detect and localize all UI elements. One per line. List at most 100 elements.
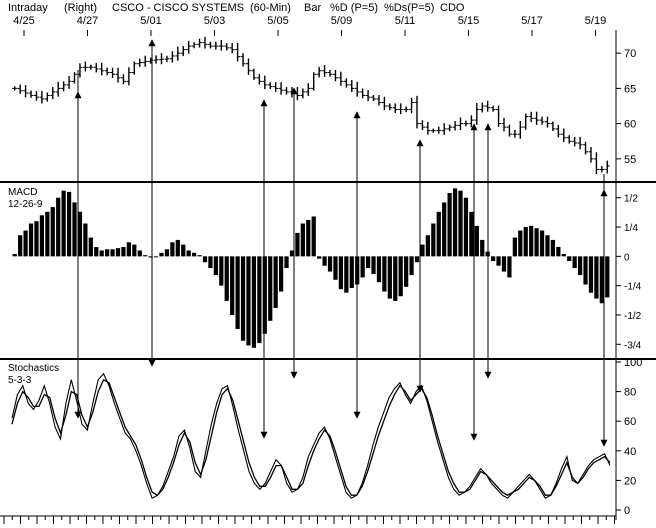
header-bar-label: Bar	[304, 2, 322, 14]
macd-histogram-bar	[284, 256, 289, 269]
header-symbol-title: CSCO - CISCO SYSTEMS	[112, 2, 245, 14]
macd-histogram-bar	[94, 246, 99, 257]
macd-axis-label: -1/4	[624, 282, 642, 293]
date-tick-label: 5/19	[585, 15, 606, 27]
macd-histogram-bar	[458, 190, 463, 257]
macd-histogram-bar	[175, 239, 180, 257]
macd-histogram-bar	[545, 235, 550, 257]
date-tick-label: 4/25	[13, 15, 34, 27]
macd-histogram-bar	[605, 256, 610, 298]
macd-histogram-bar	[224, 256, 229, 301]
macd-histogram-bar	[202, 256, 208, 263]
stoch-axis-label: 80	[624, 387, 636, 399]
macd-histogram-bar	[333, 256, 338, 280]
date-tick-label: 5/11	[395, 15, 416, 27]
macd-histogram-bar	[235, 256, 240, 330]
date-tick-label: 4/27	[77, 15, 98, 27]
macd-histogram-bar	[99, 250, 104, 257]
macd-histogram-bar	[143, 255, 148, 257]
header-indicator: CDO	[440, 2, 465, 14]
macd-histogram-bar	[556, 246, 561, 257]
macd-histogram-bar	[295, 232, 300, 257]
macd-histogram-bar	[170, 242, 175, 257]
macd-histogram-bar	[382, 256, 387, 292]
macd-histogram-bar	[268, 256, 273, 321]
macd-histogram-bar	[469, 211, 474, 257]
macd-histogram-bar	[153, 256, 159, 258]
macd-histogram-bar	[398, 256, 403, 297]
macd-axis-label: 1/2	[624, 194, 638, 205]
stoch-axis-label: 100	[624, 357, 642, 369]
macd-histogram-bar	[496, 256, 501, 266]
date-tick-label: 5/05	[267, 15, 288, 27]
macd-histogram-bar	[344, 256, 349, 293]
macd-histogram-bar	[39, 215, 45, 257]
macd-panel-label: MACD	[8, 187, 38, 198]
stoch-axis-label: 60	[624, 416, 636, 428]
macd-histogram-bar	[452, 188, 458, 257]
macd-histogram-bar	[409, 256, 414, 276]
macd-histogram-bar	[137, 250, 142, 257]
macd-histogram-bar	[529, 225, 534, 257]
macd-histogram-bar	[66, 191, 72, 257]
macd-histogram-bar	[12, 254, 17, 257]
macd-histogram-bar	[317, 256, 322, 259]
macd-histogram-bar	[191, 252, 197, 257]
macd-histogram-bar	[213, 256, 218, 276]
macd-histogram-bar	[159, 252, 164, 257]
stoch-line-slow	[11, 378, 611, 497]
macd-histogram-bar	[132, 244, 137, 257]
macd-histogram-bar	[583, 256, 588, 285]
macd-histogram-bar	[240, 256, 246, 341]
macd-axis-label: 1/4	[624, 223, 638, 234]
macd-histogram-bar	[311, 216, 316, 257]
header-period: (60-Min)	[250, 2, 291, 14]
macd-histogram-bar	[45, 211, 50, 257]
macd-histogram-bar	[393, 256, 398, 301]
price-axis-label: 70	[624, 48, 636, 60]
macd-histogram-bar	[262, 256, 267, 334]
macd-histogram-bar	[550, 239, 556, 257]
macd-histogram-bar	[164, 249, 170, 257]
macd-histogram-bar	[420, 244, 425, 257]
macd-histogram-bar	[115, 248, 121, 257]
macd-histogram-bar	[289, 250, 295, 257]
macd-histogram-bar	[425, 235, 431, 257]
macd-histogram-bar	[56, 197, 61, 257]
stoch-axis-label: 40	[624, 446, 636, 458]
macd-histogram-bar	[126, 242, 132, 257]
macd-histogram-bar	[539, 230, 545, 257]
macd-histogram-bar	[474, 225, 479, 257]
macd-histogram-bar	[512, 237, 517, 257]
macd-histogram-bar	[523, 227, 528, 257]
macd-histogram-bar	[507, 256, 512, 278]
macd-histogram-bar	[219, 256, 224, 286]
macd-axis-label: -1/2	[624, 311, 642, 322]
macd-histogram-bar	[534, 228, 539, 257]
stoch-axis-label: 0	[624, 505, 630, 517]
macd-histogram-bar	[50, 207, 55, 257]
macd-histogram-bar	[186, 250, 191, 257]
date-tick-label: 5/01	[140, 15, 161, 27]
date-tick-label: 5/17	[521, 15, 542, 27]
header-pct-d: %D (P=5)	[330, 2, 378, 14]
macd-histogram-bar	[365, 256, 371, 269]
macd-histogram-bar	[61, 190, 66, 257]
macd-histogram-bar	[387, 256, 392, 299]
date-tick-label: 5/15	[458, 15, 479, 27]
macd-panel-params: 12-26-9	[8, 199, 43, 210]
macd-histogram-bar	[83, 223, 88, 257]
macd-histogram-bar	[501, 256, 507, 272]
macd-histogram-bar	[197, 255, 202, 257]
macd-histogram-bar	[327, 256, 333, 272]
macd-histogram-bar	[246, 256, 251, 346]
macd-histogram-bar	[572, 256, 577, 269]
price-axis-label: 60	[624, 119, 636, 131]
macd-histogram-bar	[442, 202, 447, 257]
date-tick-label: 5/09	[331, 15, 352, 27]
macd-histogram-bar	[257, 256, 262, 344]
macd-histogram-bar	[349, 256, 354, 288]
macd-histogram-bar	[208, 256, 213, 269]
